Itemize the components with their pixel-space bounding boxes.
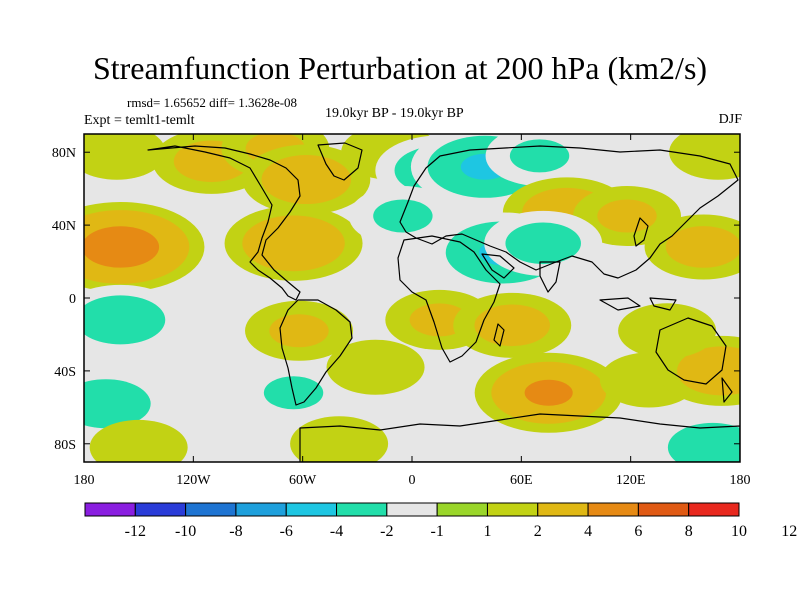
colorbar-label: -1 (430, 523, 443, 540)
colorbar-label: 10 (731, 523, 747, 540)
colorbar-swatch (235, 502, 287, 517)
coastlines (147, 142, 740, 462)
anomaly-contour (618, 303, 717, 359)
anomaly-contour (84, 379, 151, 429)
anomaly-contour (474, 304, 550, 347)
colorbar-label: -10 (175, 523, 196, 540)
colorbar-swatch (436, 502, 488, 517)
anomaly-contour (665, 226, 740, 268)
anomaly-contour (326, 339, 425, 395)
anomaly-25 (474, 352, 623, 433)
anomaly-24 (326, 339, 425, 395)
period-label: 19.0kyr BP - 19.0kyr BP (325, 106, 464, 121)
colorbar: -12 -10 -8 -6 -4 -2 -1 1 2 4 6 8 10 12 (84, 502, 797, 540)
y-tick-label: 40N (52, 219, 76, 234)
y-tick-label: 40S (54, 365, 76, 380)
colorbar-swatch (336, 502, 388, 517)
anomaly-29 (648, 412, 740, 462)
anomaly-contour (667, 422, 740, 462)
y-tick-label: 80S (54, 438, 76, 453)
colorbar-label: -6 (280, 523, 293, 540)
streamfunction-field (84, 134, 740, 462)
anomaly-3 (84, 134, 166, 180)
colorbar-label: -12 (125, 523, 146, 540)
colorbar-swatch (486, 502, 539, 517)
x-tick-label: 120E (616, 473, 646, 488)
anomaly-contour (84, 295, 166, 345)
anomaly-28 (618, 303, 717, 359)
experiment-label: Expt = temlt1-temlt (84, 113, 195, 128)
anomaly-31 (290, 416, 389, 462)
x-tick-label: 60W (289, 473, 317, 488)
colorbar-swatch (84, 502, 136, 517)
colorbar-swatch (637, 502, 690, 517)
anomaly-contour (597, 199, 657, 233)
colorbar-swatch (386, 502, 438, 517)
anomaly-contour (669, 134, 740, 180)
anomaly-12 (644, 214, 740, 280)
colorbar-label: 4 (584, 523, 592, 540)
x-tick-label: 180 (74, 473, 95, 488)
x-tick-label: 120W (176, 473, 211, 488)
anomaly-contour (509, 139, 570, 173)
anomaly-21 (453, 292, 572, 358)
colorbar-swatch (537, 502, 589, 517)
x-tick-label: 180 (730, 473, 751, 488)
anomaly-9 (669, 134, 740, 180)
colorbar-swatch (587, 502, 639, 517)
colorbar-label: 12 (781, 523, 797, 540)
colorbar-label: 6 (634, 523, 642, 540)
anomaly-contour (505, 222, 581, 265)
y-tick-label: 0 (69, 292, 76, 307)
y-tick-label: 80N (52, 146, 76, 161)
x-axis: 180 120W 60W 0 60E 120E 180 (74, 134, 751, 488)
anomaly-contour (242, 215, 345, 272)
anomaly-contour (89, 419, 188, 462)
y-axis: 80N 40N 0 40S 80S (52, 146, 740, 453)
colorbar-swatch (134, 502, 187, 517)
colorbar-label: 1 (483, 523, 491, 540)
x-tick-label: 0 (409, 473, 416, 488)
colorbar-label: 8 (685, 523, 693, 540)
anomaly-30 (89, 419, 188, 462)
x-tick-label: 60E (510, 473, 533, 488)
anomaly-contour (524, 379, 573, 406)
rmsd-diff-text: rmsd= 1.65652 diff= 1.3628e-08 (127, 95, 298, 110)
colorbar-label: -4 (330, 523, 343, 540)
season-label: DJF (718, 112, 742, 127)
chart-title: Streamfunction Perturbation at 200 hPa (… (92, 50, 708, 86)
anomaly-13 (84, 201, 205, 292)
anomaly-contour (290, 416, 389, 462)
anomaly-14 (224, 205, 363, 281)
anomaly-7 (485, 134, 594, 186)
anomaly-17 (484, 210, 603, 276)
anomaly-contour (84, 134, 166, 180)
colorbar-swatch (185, 502, 237, 517)
colorbar-label: -2 (380, 523, 393, 540)
colorbar-label: -8 (229, 523, 242, 540)
anomaly-contour (84, 226, 160, 268)
anomaly-18 (84, 284, 185, 355)
colorbar-swatch (285, 502, 338, 517)
anomaly-19 (245, 300, 354, 361)
anomaly-contour (269, 314, 329, 348)
colorbar-label: 2 (534, 523, 542, 540)
colorbar-swatch (688, 502, 740, 517)
